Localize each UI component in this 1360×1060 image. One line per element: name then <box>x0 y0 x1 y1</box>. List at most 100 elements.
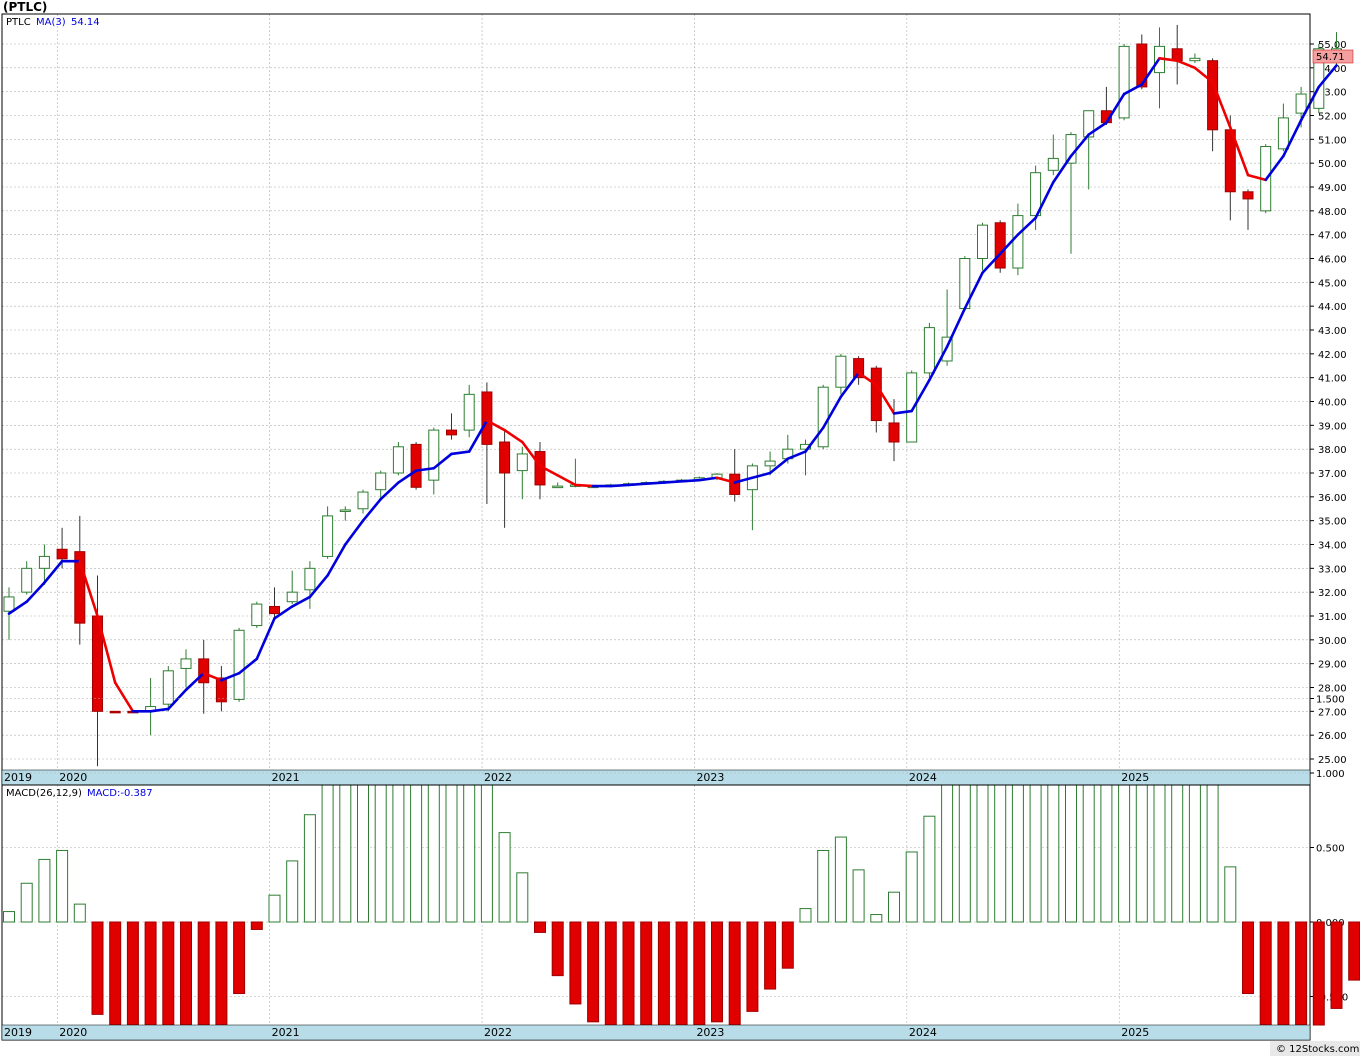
price-tick-label: 52.00 <box>1318 112 1347 123</box>
price-tick-label: 25.00 <box>1318 755 1347 766</box>
price-tick-label: 40.00 <box>1318 398 1347 409</box>
ma-segment <box>680 478 701 483</box>
macd-bar <box>622 921 635 1026</box>
candle-body <box>286 591 298 603</box>
macd-bar <box>180 921 192 1026</box>
macd-bar <box>1153 784 1166 923</box>
price-tick-label: 39.00 <box>1318 421 1347 432</box>
ma-line <box>7 56 1338 713</box>
ma-segment <box>1034 180 1055 220</box>
ma-segment <box>715 476 737 484</box>
macd-bar <box>498 832 511 923</box>
macd-bar <box>427 784 440 923</box>
macd-year-label: 2019 <box>4 1026 32 1039</box>
macd-bar <box>994 784 1007 923</box>
candle <box>446 413 457 440</box>
ma-segment <box>804 426 825 453</box>
macd-date-band <box>1 1024 1311 1041</box>
ma-segment <box>25 581 46 604</box>
legend-ma-value: 54.14 <box>71 17 100 28</box>
ma-segment <box>945 307 967 348</box>
ma-segment <box>237 657 259 675</box>
price-tick-label: 48.00 <box>1318 207 1347 218</box>
candle-body <box>198 658 210 684</box>
candle <box>835 353 847 395</box>
price-year-label: 2020 <box>59 771 87 784</box>
candle-body <box>304 567 316 591</box>
macd-bar <box>941 784 954 923</box>
candle-body <box>162 670 174 705</box>
macd-bar <box>870 914 883 923</box>
price-year-label: 2021 <box>272 771 300 784</box>
ma-segment <box>78 559 99 618</box>
chart-title: (PTLC) <box>3 0 47 14</box>
price-tick-label: 47.00 <box>1318 231 1347 242</box>
macd-bar <box>852 869 865 923</box>
candle <box>375 470 387 500</box>
macd-bar <box>197 921 210 1026</box>
legend-ma-label: MA(3) <box>36 17 66 28</box>
macd-bar <box>162 921 175 1026</box>
macd-bar <box>675 921 688 1026</box>
ma-segment <box>96 614 117 685</box>
candle <box>817 384 829 450</box>
candle-body <box>322 515 334 557</box>
candle <box>1277 103 1289 152</box>
macd-bar <box>1295 921 1308 1026</box>
macd-year-label: 2021 <box>272 1026 300 1039</box>
macd-bar <box>640 921 653 1026</box>
price-year-label: 2024 <box>909 771 937 784</box>
candle <box>286 570 298 605</box>
macd-bar <box>711 921 723 1023</box>
footer-copyright: © 12Stocks.com <box>1276 1044 1359 1055</box>
macd-bar <box>1011 784 1024 923</box>
ma-segment <box>450 450 471 456</box>
ma-segment <box>113 681 135 713</box>
ma-segment <box>963 271 984 310</box>
ma-segment <box>821 395 843 430</box>
candle-body <box>3 596 15 612</box>
macd-bar <box>144 921 157 1026</box>
macd-bar <box>551 921 564 977</box>
macd-bar <box>1188 784 1201 923</box>
macd-bar <box>1100 784 1113 923</box>
candle <box>162 666 174 712</box>
ma-segment <box>520 440 542 468</box>
ma-segment <box>1264 154 1285 182</box>
price-date-band <box>1 769 1311 786</box>
ma-segment <box>290 595 312 608</box>
price-year-label: 2019 <box>4 771 32 784</box>
macd-bar <box>445 784 458 923</box>
candle-body <box>56 548 68 560</box>
candle-body <box>428 429 440 481</box>
macd-year-label: 2020 <box>59 1026 87 1039</box>
candle-body <box>109 710 121 714</box>
candle-body <box>1136 43 1148 88</box>
ma-segment <box>874 383 896 415</box>
price-tick-label: 41.00 <box>1318 374 1347 385</box>
ma-segment <box>343 519 365 546</box>
ma-segment <box>1158 56 1179 62</box>
price-year-label: 2022 <box>484 771 512 784</box>
macd-bar <box>1277 921 1290 1026</box>
ma-segment <box>308 574 329 599</box>
macd-bar <box>781 921 794 969</box>
ma-segment <box>1246 173 1267 182</box>
macd-bar <box>1330 921 1343 1009</box>
ma-segment <box>379 481 400 501</box>
price-tick-label: 32.00 <box>1318 588 1347 599</box>
macd-bar <box>1224 866 1237 923</box>
ma-segment <box>1087 121 1108 136</box>
candle-body <box>817 386 829 448</box>
candle <box>339 506 351 521</box>
macd-bar <box>1118 784 1131 923</box>
candle <box>428 427 440 495</box>
ma-segment <box>149 707 170 713</box>
ma-segment <box>467 419 489 453</box>
candle-body <box>410 443 422 488</box>
ma-segment <box>1193 66 1214 84</box>
candle <box>888 399 900 462</box>
candle <box>481 382 493 504</box>
macd-tick-label: 0.000 <box>1316 918 1345 929</box>
candle-body <box>1118 45 1130 119</box>
